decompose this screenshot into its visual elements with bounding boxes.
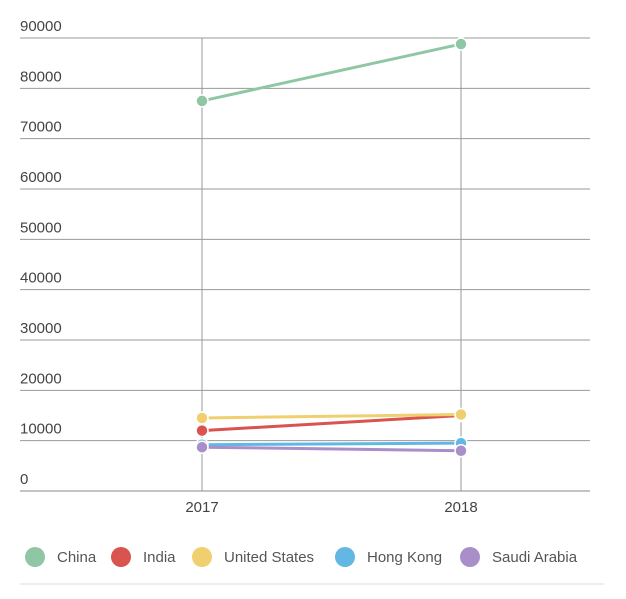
legend-swatch	[460, 547, 480, 567]
legend-item-china[interactable]: China	[25, 547, 97, 567]
y-tick-label: 40000	[20, 270, 62, 287]
legend-label: China	[57, 549, 97, 566]
legend-swatch	[192, 547, 212, 567]
legend-swatch	[25, 547, 45, 567]
y-tick-label: 50000	[20, 219, 62, 236]
series-line-saudi-arabia	[201, 445, 462, 453]
y-tick-label: 10000	[20, 421, 62, 438]
legend-item-hong-kong[interactable]: Hong Kong	[335, 547, 442, 567]
y-tick-label: 80000	[20, 68, 62, 85]
data-point-united-states[interactable]	[454, 407, 468, 422]
legend: China India United States Hong Kong Saudi Ar…	[25, 547, 578, 567]
data-point-saudi-arabia[interactable]	[454, 443, 468, 458]
series-line-hong-kong	[201, 441, 462, 447]
legend-label: Hong Kong	[367, 549, 442, 566]
legend-label: India	[143, 549, 176, 566]
legend-label: Saudi Arabia	[492, 549, 578, 566]
y-axis-ticks: 0 10000 20000 30000 40000 50000 60000 70000 8000…	[20, 18, 62, 488]
legend-label: United States	[224, 549, 314, 566]
y-tick-label: 60000	[20, 169, 62, 186]
series-lines	[195, 37, 468, 458]
y-tick-label: 20000	[20, 370, 62, 387]
series-line-china	[201, 42, 462, 103]
grid-lines	[20, 37, 590, 492]
data-point-china[interactable]	[454, 37, 468, 51]
series-line-india	[201, 414, 462, 433]
legend-item-united-states[interactable]: United States	[192, 547, 314, 567]
legend-item-india[interactable]: India	[111, 547, 176, 567]
data-point-saudi-arabia[interactable]	[195, 440, 209, 454]
series-united-states	[195, 407, 468, 425]
series-saudi-arabia	[195, 440, 468, 458]
x-axis-ticks: 2017 2018	[185, 499, 477, 516]
y-tick-label: 30000	[20, 320, 62, 337]
x-tick-label: 2017	[185, 499, 218, 516]
legend-item-saudi-arabia[interactable]: Saudi Arabia	[460, 547, 578, 567]
data-point-united-states[interactable]	[195, 411, 209, 425]
legend-swatch	[111, 547, 131, 567]
legend-swatch	[335, 547, 355, 567]
y-tick-label: 90000	[20, 18, 62, 35]
series-line-united-states	[201, 412, 462, 420]
data-point-india[interactable]	[195, 423, 209, 438]
data-point-china[interactable]	[195, 94, 209, 108]
y-tick-label: 0	[20, 471, 28, 488]
series-china	[195, 37, 468, 108]
y-tick-label: 70000	[20, 119, 62, 136]
x-tick-label: 2018	[444, 499, 477, 516]
